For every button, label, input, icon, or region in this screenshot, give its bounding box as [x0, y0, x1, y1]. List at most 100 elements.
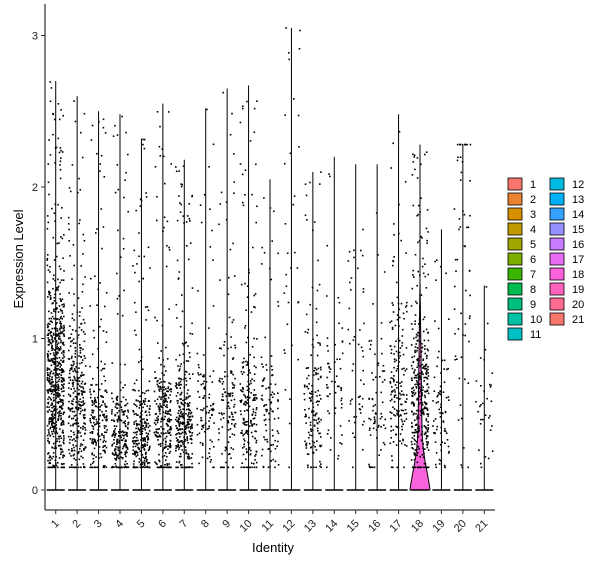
- point-18: [427, 413, 430, 415]
- point-5: [133, 442, 135, 445]
- point-2: [79, 407, 82, 410]
- point-1: [56, 242, 59, 245]
- point-1: [58, 305, 61, 307]
- point-18: [417, 414, 419, 416]
- legend-item-6: 6: [507, 252, 536, 266]
- point-2: [71, 278, 73, 280]
- point-5: [132, 437, 135, 439]
- point-4: [112, 419, 115, 422]
- point-2: [79, 447, 81, 450]
- point-7: [187, 396, 189, 399]
- point-10: [244, 169, 247, 171]
- point-4: [113, 442, 115, 444]
- point-1: [57, 388, 59, 390]
- point-1: [57, 387, 60, 389]
- point-5: [140, 199, 143, 202]
- point-9: [228, 416, 231, 418]
- point-15: [361, 423, 364, 426]
- point-18: [419, 211, 421, 213]
- point-7: [184, 377, 187, 380]
- point-5: [139, 416, 141, 419]
- point-6: [159, 408, 161, 411]
- point-13: [304, 385, 306, 388]
- point-6: [160, 405, 162, 408]
- point-14: [337, 454, 340, 457]
- point-16: [370, 339, 373, 342]
- point-1: [54, 417, 56, 419]
- point-18: [418, 417, 420, 419]
- point-3: [93, 399, 96, 402]
- point-1: [58, 335, 61, 338]
- point-9: [233, 384, 236, 387]
- point-2: [73, 457, 75, 460]
- point-16: [380, 412, 382, 415]
- point-20: [459, 404, 462, 406]
- point-11: [272, 458, 274, 461]
- point-10: [252, 399, 254, 401]
- point-10: [243, 445, 246, 448]
- point-3: [96, 304, 98, 306]
- point-6: [161, 442, 164, 445]
- point-6: [167, 387, 169, 390]
- point-19: [434, 260, 436, 263]
- point-13: [319, 342, 321, 345]
- point-9: [227, 405, 230, 407]
- legend-label: 19: [572, 284, 584, 296]
- point-5: [140, 410, 143, 412]
- point-19: [438, 463, 441, 465]
- point-7: [180, 183, 182, 185]
- point-10: [239, 121, 242, 124]
- violin-group-3: [89, 111, 108, 491]
- point-6: [155, 403, 158, 405]
- point-1: [60, 399, 62, 401]
- point-18: [423, 466, 425, 469]
- point-1: [51, 413, 54, 415]
- point-18: [427, 449, 430, 451]
- point-6: [168, 246, 170, 249]
- point-3: [94, 440, 96, 442]
- point-3: [104, 380, 107, 382]
- point-20: [460, 312, 462, 315]
- point-8: [204, 388, 206, 390]
- point-16: [374, 404, 376, 406]
- point-18: [421, 454, 424, 456]
- point-1: [49, 381, 51, 383]
- point-13: [306, 219, 308, 221]
- point-17: [402, 409, 404, 412]
- point-17: [394, 394, 397, 396]
- point-1: [62, 387, 65, 389]
- point-1: [51, 423, 53, 425]
- point-7: [184, 440, 186, 443]
- point-2: [77, 406, 80, 409]
- point-2: [83, 465, 85, 468]
- point-16: [381, 401, 384, 404]
- point-17: [392, 304, 394, 306]
- point-1: [57, 289, 59, 291]
- point-7: [179, 415, 182, 418]
- point-20: [456, 143, 459, 146]
- point-1: [57, 418, 60, 420]
- point-18: [420, 409, 423, 411]
- point-3: [98, 435, 101, 437]
- point-1: [60, 417, 62, 419]
- point-1: [49, 388, 52, 390]
- point-17: [393, 223, 395, 225]
- point-15: [358, 403, 361, 405]
- point-1: [50, 390, 52, 392]
- point-5: [148, 462, 151, 464]
- point-2: [69, 255, 71, 257]
- point-4: [126, 433, 128, 436]
- point-13: [312, 402, 314, 405]
- point-1: [48, 396, 50, 398]
- point-17: [389, 399, 392, 402]
- point-9: [231, 433, 234, 435]
- point-16: [384, 418, 386, 421]
- point-18: [417, 466, 420, 469]
- point-10: [253, 417, 256, 419]
- point-8: [206, 428, 209, 430]
- point-10: [240, 283, 243, 286]
- points-7: [174, 165, 194, 469]
- point-5: [143, 444, 146, 446]
- point-18: [426, 436, 428, 438]
